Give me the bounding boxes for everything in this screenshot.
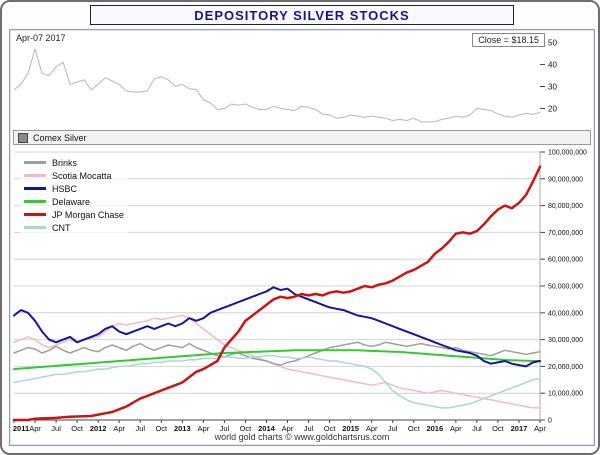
main-y-tick-label: 100,000,000 — [548, 150, 587, 157]
legend-label: CNT — [52, 222, 71, 233]
x-tick-label: Apr — [198, 424, 210, 433]
series-line-jp-morgan-chase — [12, 165, 542, 422]
top-y-tick-label: 30 — [548, 82, 557, 91]
legend-label: Scotia Mocatta — [52, 170, 112, 181]
series-line-scotia-mocatta — [13, 314, 541, 409]
main-y-tick-label: 40,000,000 — [548, 310, 583, 317]
x-tick-label: 2015 — [342, 424, 359, 433]
top-y-tick-label: 40 — [548, 61, 557, 70]
top-panel-plot: 50 40 30 20 — [13, 39, 557, 123]
x-tick-label: Oct — [492, 424, 505, 433]
top-y-tick-label: 20 — [548, 104, 557, 113]
x-tick-label: Jul — [220, 424, 230, 433]
x-tick-label: Jul — [472, 424, 482, 433]
series-line-hsbc — [13, 286, 541, 368]
main-y-tick-label: 0 — [548, 418, 552, 425]
main-y-tick-label: 20,000,000 — [548, 364, 583, 371]
legend: Brinks Scotia Mocatta HSBC Delaware JP Morga… — [20, 155, 128, 235]
x-tick-label: Oct — [155, 424, 168, 433]
x-tick-label: Apr — [113, 424, 125, 433]
x-tick-label: Oct — [324, 424, 337, 433]
legend-label: Brinks — [52, 157, 78, 168]
x-tick-label: Jul — [51, 424, 61, 433]
credit-line: world gold charts © www.goldchartsrus.co… — [214, 432, 390, 442]
comex-silver-label: Comex Silver — [33, 132, 87, 143]
x-axis: 2011 Apr Jul Oct 2012 Apr Jul Oct 2013 Apr Jul Oct 2… — [13, 420, 546, 433]
main-y-tick-label: 50,000,000 — [548, 284, 583, 291]
top-y-tick-label: 50 — [548, 39, 557, 48]
series-line-delaware — [13, 349, 541, 371]
chart-title-box: DEPOSITORY SILVER STOCKS — [90, 5, 514, 25]
legend-line-swatch-icon — [24, 226, 46, 229]
legend-label: Delaware — [52, 196, 91, 207]
x-tick-label: 2014 — [258, 424, 276, 433]
legend-label: JP Morgan Chase — [52, 209, 124, 220]
main-series — [12, 165, 542, 422]
x-tick-label: 2017 — [511, 424, 528, 433]
legend-item-cnt: CNT — [24, 222, 124, 233]
x-tick-label: Apr — [366, 424, 378, 433]
legend-item-hsbc: HSBC — [24, 183, 124, 194]
legend-line-swatch-icon — [24, 187, 46, 190]
x-tick-label: Oct — [240, 424, 253, 433]
x-tick-label: Apr — [450, 424, 462, 433]
x-tick-label: Jul — [304, 424, 314, 433]
x-tick-label: Apr — [282, 424, 294, 433]
chart-area: 50 40 30 20 0 10,000,000 20,000,000 30,000,000 4… — [9, 29, 595, 446]
legend-line-swatch-icon — [24, 213, 46, 216]
price-line — [13, 48, 541, 123]
x-tick-label: Oct — [408, 424, 421, 433]
comex-silver-strip: Comex Silver — [13, 130, 591, 145]
legend-line-swatch-icon — [24, 200, 46, 203]
main-y-tick-label: 60,000,000 — [548, 257, 583, 264]
chart-canvas: 50 40 30 20 0 10,000,000 20,000,000 30,000,000 4… — [12, 39, 587, 433]
legend-item-scotia-mocatta: Scotia Mocatta — [24, 170, 124, 181]
legend-line-swatch-icon — [24, 161, 46, 164]
legend-line-swatch-icon — [24, 174, 46, 177]
series-line-brinks — [13, 341, 541, 366]
x-tick-label: 2012 — [90, 424, 107, 433]
x-tick-label: Apr — [534, 424, 546, 433]
comex-silver-swatch-icon — [18, 132, 28, 143]
main-y-tick-label: 70,000,000 — [548, 230, 583, 237]
main-y-tick-label: 10,000,000 — [548, 391, 583, 398]
x-tick-label: 2016 — [426, 424, 443, 433]
x-tick-label: Oct — [71, 424, 84, 433]
date-label: Apr-07 2017 — [16, 33, 66, 43]
x-tick-label: Apr — [29, 424, 41, 433]
legend-item-jp-morgan-chase: JP Morgan Chase — [24, 209, 124, 220]
x-tick-label: 2011 — [13, 424, 29, 433]
x-tick-label: 2013 — [174, 424, 191, 433]
legend-item-brinks: Brinks — [24, 157, 124, 168]
legend-item-delaware: Delaware — [24, 196, 124, 207]
legend-label: HSBC — [52, 183, 78, 194]
main-y-tick-label: 90,000,000 — [548, 176, 583, 183]
main-y-tick-label: 30,000,000 — [548, 337, 583, 344]
close-price-badge: Close = $18.15 — [472, 33, 545, 47]
series-line-cnt — [13, 354, 541, 409]
x-tick-label: Jul — [135, 424, 145, 433]
main-y-tick-label: 80,000,000 — [548, 203, 583, 210]
x-tick-label: Jul — [388, 424, 398, 433]
page-title: DEPOSITORY SILVER STOCKS — [194, 7, 410, 23]
